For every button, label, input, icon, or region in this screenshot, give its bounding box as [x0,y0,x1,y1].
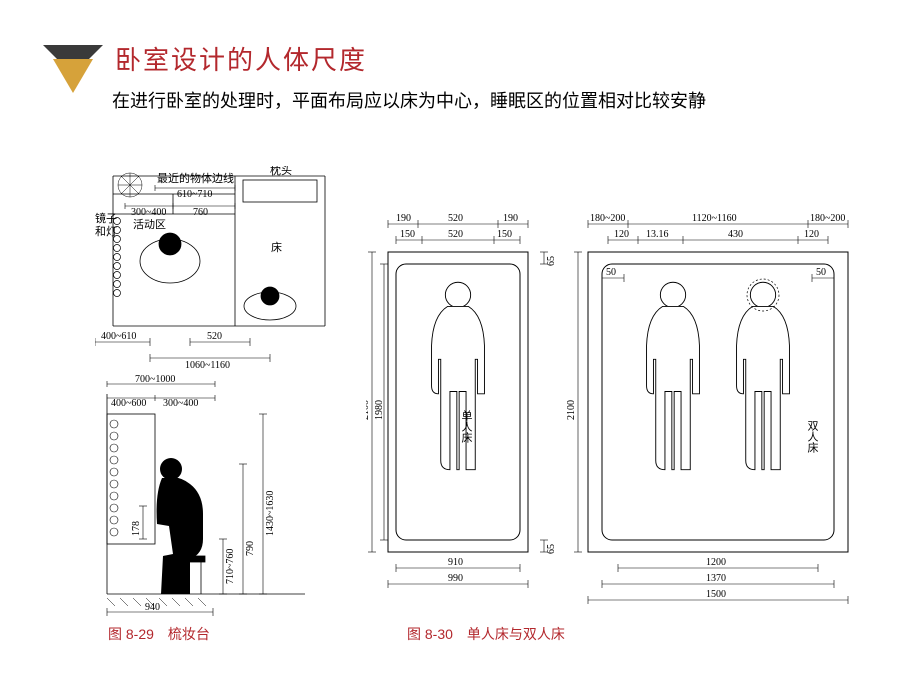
svg-text:760: 760 [193,207,208,218]
svg-text:2100: 2100 [566,400,577,420]
svg-text:400~600: 400~600 [111,398,146,409]
svg-text:940: 940 [145,602,160,613]
caption-right: 图 8-30 单人床与双人床 [407,624,565,644]
svg-text:床: 床 [271,240,282,254]
diagram-beds: 190 520 190 150 520 150 65 65 2100 [366,210,876,610]
svg-text:2100: 2100 [366,400,371,420]
svg-text:1200: 1200 [706,557,726,568]
caption-left: 图 8-29 梳妆台 [108,624,210,644]
svg-text:1060~1160: 1060~1160 [185,360,230,371]
svg-text:最近的物体边线: 最近的物体边线 [157,171,234,185]
svg-text:700~1000: 700~1000 [135,374,175,385]
svg-text:300~400: 300~400 [131,207,166,218]
svg-text:活动区: 活动区 [133,218,166,231]
svg-text:180~200: 180~200 [810,213,845,224]
svg-text:和灯: 和灯 [95,225,117,238]
svg-text:910: 910 [448,557,463,568]
svg-text:178: 178 [131,521,142,536]
slide-title: 卧室设计的人体尺度 [115,40,367,77]
svg-text:50: 50 [606,267,616,278]
svg-text:1120~1160: 1120~1160 [692,213,737,224]
svg-text:300~400: 300~400 [163,398,198,409]
svg-text:120: 120 [804,229,819,240]
svg-text:150: 150 [400,229,415,240]
slide-subtitle: 在进行卧室的处理时，平面布局应以床为中心，睡眠区的位置相对比较安静 [112,88,722,116]
svg-text:1430~1630: 1430~1630 [265,491,276,536]
svg-text:枕头: 枕头 [270,166,292,177]
svg-text:990: 990 [448,573,463,584]
svg-text:520: 520 [448,213,463,224]
svg-text:50: 50 [816,267,826,278]
svg-text:双人床: 双人床 [806,420,819,454]
triangle-bullet-icon [43,45,105,97]
svg-text:180~200: 180~200 [590,213,625,224]
svg-text:150: 150 [497,229,512,240]
svg-text:190: 190 [396,213,411,224]
diagram-dressing-table: 最近的物体边线 枕头 镜子 和灯 活动区 床 610~710 300~400 7… [95,166,330,618]
svg-text:400~610: 400~610 [101,331,136,342]
svg-text:13.16: 13.16 [646,229,669,240]
svg-text:520: 520 [448,229,463,240]
svg-text:520: 520 [207,331,222,342]
svg-text:1370: 1370 [706,573,726,584]
svg-text:430: 430 [728,229,743,240]
svg-text:190: 190 [503,213,518,224]
svg-text:单人床: 单人床 [460,410,473,444]
svg-text:790: 790 [245,541,256,556]
svg-text:镜子: 镜子 [95,211,117,225]
svg-text:710~760: 710~760 [225,549,236,584]
svg-text:120: 120 [614,229,629,240]
svg-text:1500: 1500 [706,589,726,600]
svg-text:1980: 1980 [374,400,385,420]
svg-text:610~710: 610~710 [177,189,212,200]
svg-text:65: 65 [546,256,557,266]
svg-text:65: 65 [546,544,557,554]
